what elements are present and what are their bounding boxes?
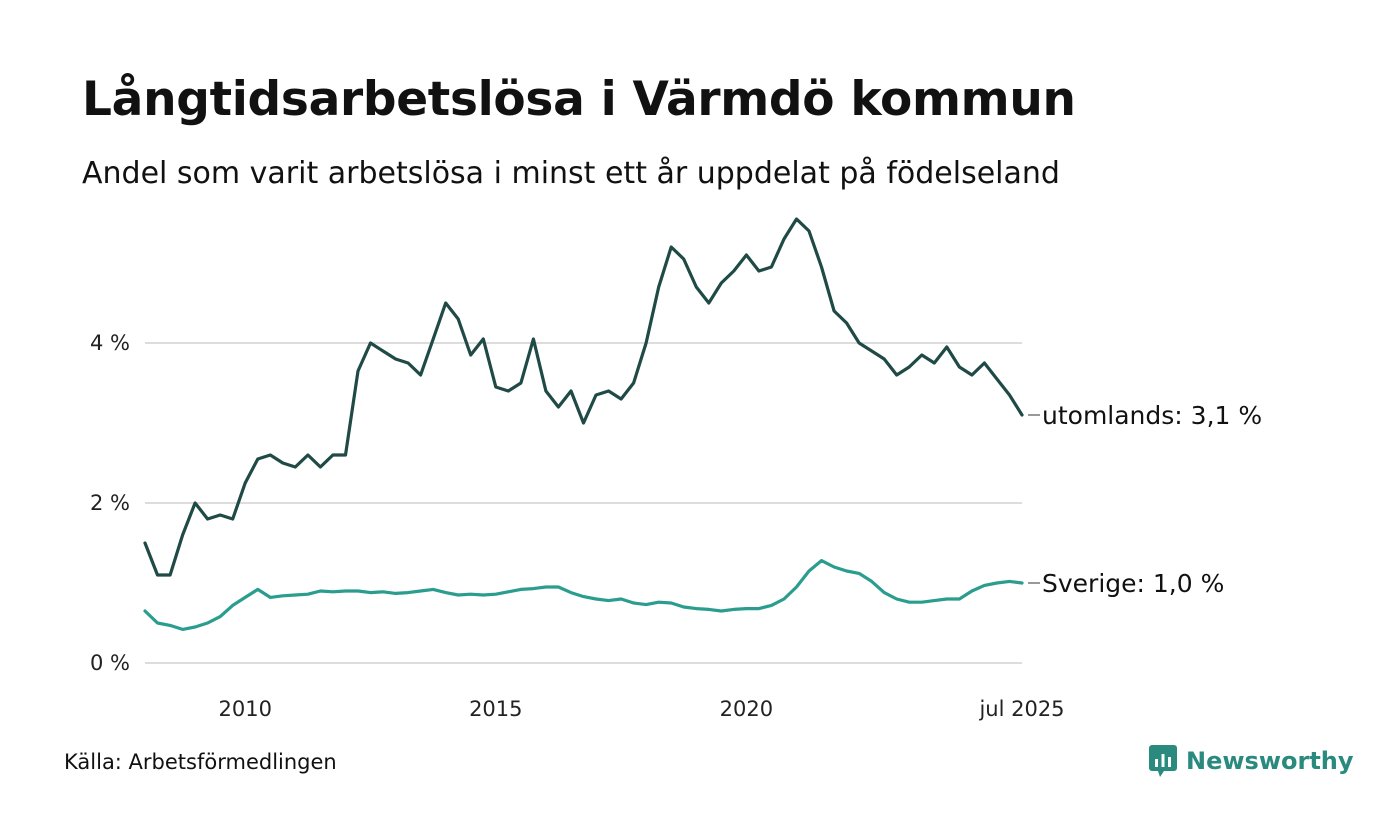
source-note: Källa: Arbetsförmedlingen: [64, 750, 337, 774]
brand-name: Newsworthy: [1186, 747, 1354, 775]
series-end-labels: utomlands: 3,1 % Sverige: 1,0 %: [1028, 401, 1262, 598]
series-end-label-utomlands: utomlands: 3,1 %: [1042, 401, 1262, 430]
series-line-utomlands: [143, 217, 1024, 577]
gridlines: [145, 342, 1022, 664]
x-tick-label: 2015: [469, 697, 522, 721]
series-end-label-sverige: Sverige: 1,0 %: [1042, 569, 1224, 598]
chart-subtitle: Andel som varit arbetslösa i minst ett å…: [82, 156, 1060, 191]
line-chart: 0 % 2 % 4 % 2010 2015 2020 jul 2025 utomlands…: [90, 217, 1262, 721]
brand-logo: Newsworthy: [1148, 744, 1354, 778]
y-axis: 0 % 2 % 4 %: [90, 331, 130, 675]
y-tick-label: 4 %: [90, 331, 130, 355]
series-line-sverige: [143, 558, 1024, 632]
x-tick-label: 2020: [720, 697, 773, 721]
chart-title: Långtidsarbetslösa i Värmdö kommun: [82, 72, 1076, 127]
y-tick-label: 2 %: [90, 491, 130, 515]
series-lines: [143, 217, 1024, 632]
x-tick-label: jul 2025: [978, 697, 1064, 721]
newsworthy-logo-icon: [1149, 745, 1177, 777]
x-axis: 2010 2015 2020 jul 2025: [219, 697, 1065, 721]
y-tick-label: 0 %: [90, 651, 130, 675]
x-tick-label: 2010: [219, 697, 272, 721]
